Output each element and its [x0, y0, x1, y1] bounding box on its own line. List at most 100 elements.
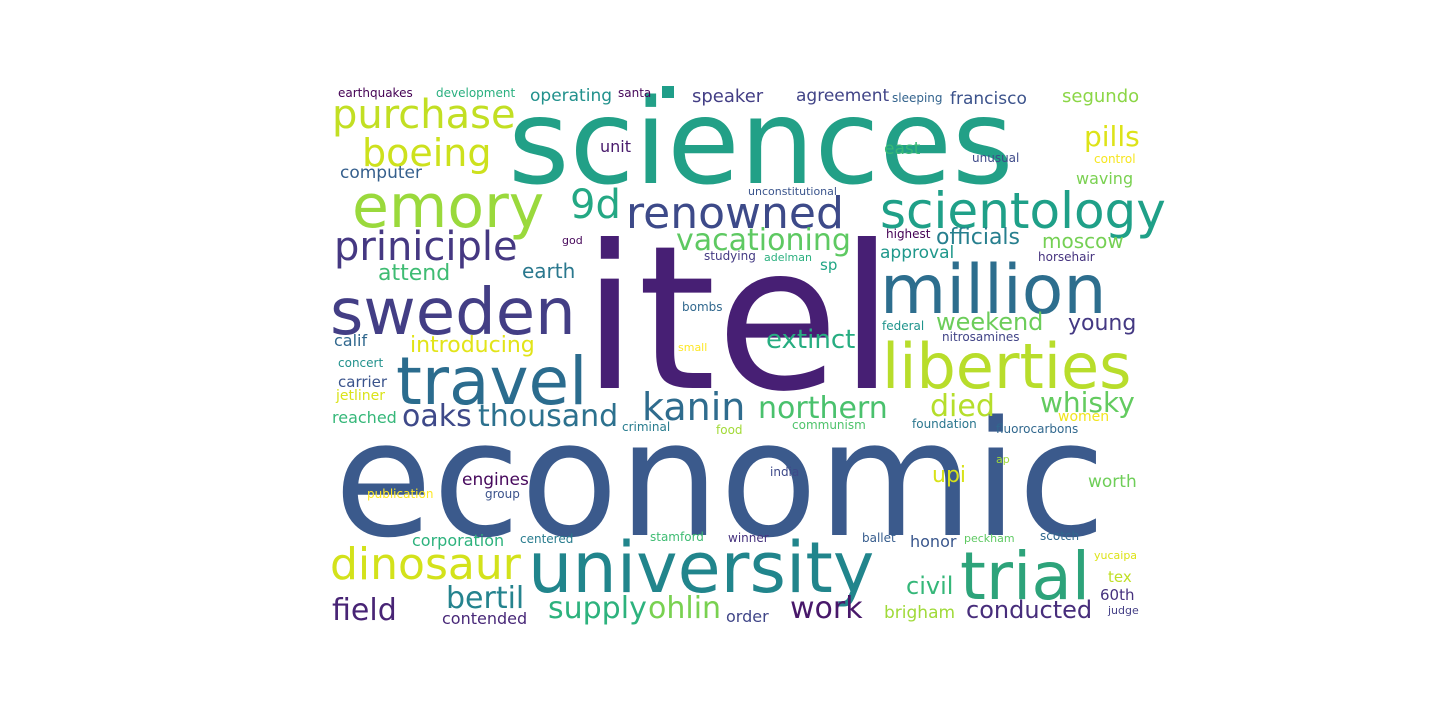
- word-segundo: segundo: [1062, 86, 1139, 107]
- word-travel: travel: [396, 343, 587, 420]
- word-carrier: carrier: [338, 373, 388, 391]
- word-civil: civil: [906, 572, 953, 600]
- word-pills: pills: [1084, 120, 1140, 153]
- word-unusual: unusual: [972, 151, 1019, 165]
- word-ohlin: ohlin: [648, 591, 721, 626]
- word-extinct: extinct: [766, 325, 855, 355]
- word-sleeping: sleeping: [892, 91, 943, 105]
- word-conducted: conducted: [966, 596, 1092, 624]
- word-unit: unit: [600, 137, 631, 156]
- word-moscow: moscow: [1042, 229, 1124, 253]
- word-horsehair: horsehair: [1038, 250, 1095, 264]
- word-jetliner: jetliner: [335, 388, 385, 404]
- word-reached: reached: [332, 408, 397, 427]
- word-unconstitutional: unconstitutional: [748, 185, 837, 198]
- word-concert: concert: [338, 356, 383, 370]
- word-whisky: whisky: [1040, 386, 1135, 419]
- word-santa: santa: [618, 86, 651, 100]
- word-control: control: [1094, 152, 1136, 166]
- word-engines: engines: [462, 470, 529, 490]
- word-nitrosamines: nitrosamines: [942, 330, 1020, 344]
- word-approval: approval: [880, 243, 954, 263]
- word-introducing: introducing: [410, 333, 535, 358]
- word-tex: tex: [1108, 568, 1132, 586]
- word-trial: trial: [960, 538, 1090, 615]
- word-thousand: thousand: [478, 399, 618, 434]
- word-federal: federal: [882, 319, 924, 333]
- word-brigham: brigham: [884, 603, 955, 623]
- word-winner: winner: [728, 531, 769, 545]
- word-scotch: scotch: [1040, 529, 1079, 543]
- word-priniciple: priniciple: [334, 224, 518, 270]
- word-calif: calif: [334, 331, 367, 350]
- word-communism: communism: [792, 418, 866, 432]
- word-highest: highest: [886, 227, 931, 241]
- word-group: group: [485, 487, 520, 501]
- word-work: work: [790, 591, 863, 626]
- word-peckham: peckham: [964, 532, 1015, 545]
- word-bombs: bombs: [682, 300, 723, 314]
- word-centered: centered: [520, 532, 573, 546]
- word-ap: ap: [996, 453, 1010, 466]
- word-liberties: liberties: [882, 330, 1131, 403]
- word-university: university: [528, 527, 874, 609]
- word-computer: computer: [340, 163, 422, 183]
- word-ballet: ballet: [862, 531, 896, 545]
- word-young: young: [1068, 311, 1136, 336]
- word-foundation: foundation: [912, 417, 977, 431]
- word-order: order: [726, 607, 769, 626]
- word-india: india: [770, 465, 799, 479]
- word-attend: attend: [378, 261, 450, 286]
- word-purchase: purchase: [332, 92, 516, 138]
- word-died: died: [930, 389, 995, 424]
- word-worth: worth: [1088, 472, 1137, 492]
- word-earth: earth: [522, 259, 575, 283]
- word-agreement: agreement: [796, 86, 890, 106]
- word-renowned: renowned: [626, 188, 844, 239]
- word-itel: itel: [582, 203, 895, 436]
- word-food: food: [716, 423, 743, 437]
- word-adelman: adelman: [764, 251, 812, 264]
- word-field: field: [332, 593, 397, 628]
- word-yucaipa: yucaipa: [1094, 549, 1137, 562]
- word-kanin: kanin: [642, 385, 745, 429]
- word-corporation: corporation: [412, 531, 504, 550]
- word-scientology: scientology: [880, 182, 1166, 240]
- word-waving: waving: [1076, 169, 1133, 188]
- word-emory: emory: [352, 172, 544, 242]
- word-sweden: sweden: [330, 276, 576, 350]
- word-supply: supply: [548, 591, 647, 626]
- square-mark: [662, 86, 674, 98]
- word-northern: northern: [758, 391, 888, 426]
- word-honor: honor: [910, 532, 957, 551]
- word-fluorocarbons: fluorocarbons: [996, 422, 1078, 436]
- word-60th: 60th: [1100, 586, 1134, 604]
- word-officials: officials: [936, 225, 1020, 250]
- word-judge: judge: [1107, 604, 1139, 617]
- word-bertil: bertil: [446, 581, 524, 616]
- word-publication: publication: [367, 487, 433, 501]
- word-dinosaur: dinosaur: [330, 539, 522, 590]
- word-speaker: speaker: [692, 86, 764, 107]
- word-criminal: criminal: [622, 420, 670, 434]
- word-women: women: [1058, 409, 1109, 425]
- word-god: god: [562, 234, 583, 247]
- word-francisco: francisco: [950, 89, 1027, 109]
- word-upi: upi: [932, 463, 966, 488]
- word-oaks: oaks: [402, 399, 472, 434]
- word-weekend: weekend: [936, 308, 1043, 336]
- word-earthquakes: earthquakes: [338, 86, 413, 100]
- word-boeing: boeing: [362, 131, 492, 175]
- word-million: million: [880, 251, 1107, 330]
- word-studying: studying: [704, 249, 756, 263]
- word-east: east: [884, 139, 921, 159]
- word-small: small: [678, 341, 707, 354]
- word-sp: sp: [820, 256, 837, 274]
- word-vacationing: vacationing: [676, 223, 851, 258]
- word-contended: contended: [442, 609, 527, 628]
- word-development: development: [436, 86, 515, 100]
- word-9d: 9d: [570, 182, 621, 228]
- word-operating: operating: [530, 86, 612, 106]
- word-stamford: stamford: [650, 530, 704, 544]
